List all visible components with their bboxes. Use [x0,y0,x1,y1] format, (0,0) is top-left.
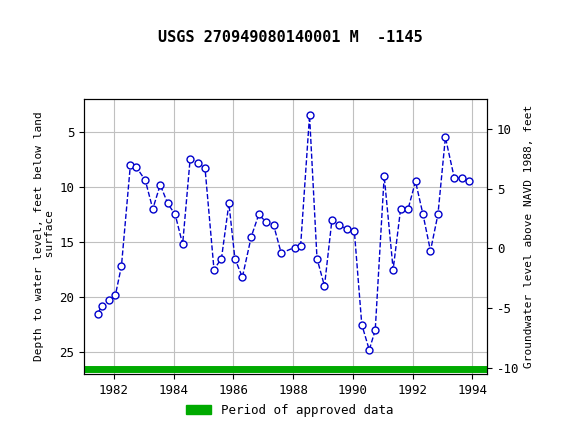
Legend: Period of approved data: Period of approved data [181,399,399,421]
Y-axis label: Depth to water level, feet below land
 surface: Depth to water level, feet below land su… [34,112,55,361]
Y-axis label: Groundwater level above NAVD 1988, feet: Groundwater level above NAVD 1988, feet [524,105,534,368]
Text: USGS 270949080140001 M  -1145: USGS 270949080140001 M -1145 [158,30,422,45]
Text: ≡USGS: ≡USGS [9,11,79,29]
